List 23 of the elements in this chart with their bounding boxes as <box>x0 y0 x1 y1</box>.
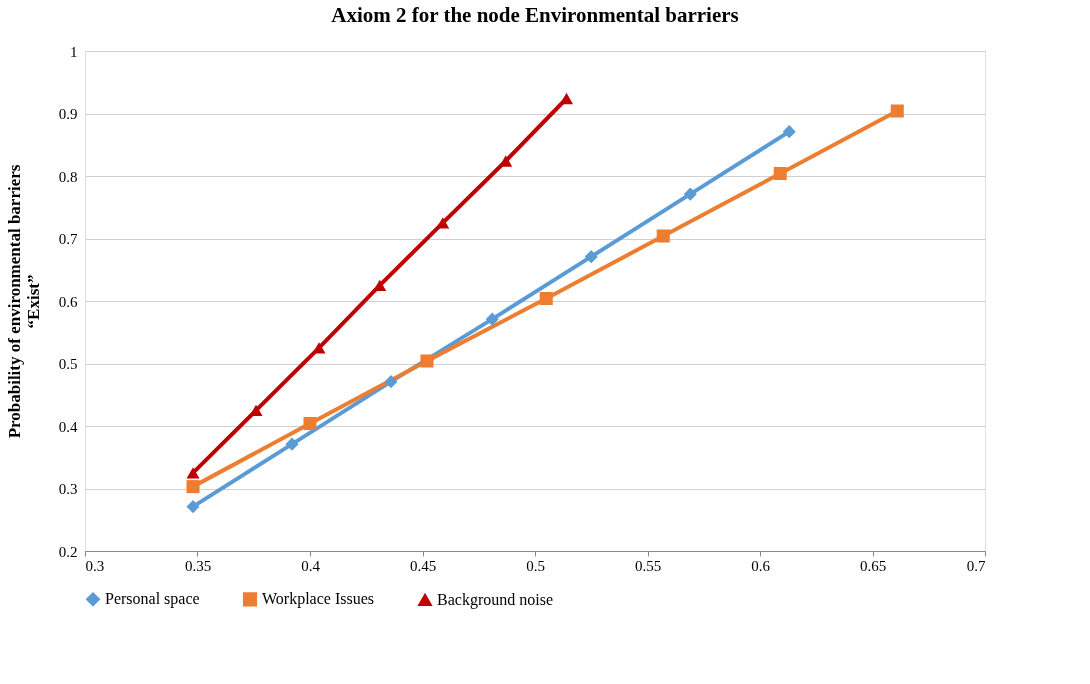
y-axis-title: Probability of environmental barriers “Exist” <box>4 164 43 439</box>
x-tick-label: 0.65 <box>859 557 887 574</box>
x-tick-label: 0.6 <box>751 557 771 574</box>
x-tick-label: 0.4 <box>301 557 321 574</box>
y-tick-label: 0.4 <box>58 418 78 435</box>
legend-label: Background noise <box>437 590 553 609</box>
y-tick-label: 1 <box>70 43 78 60</box>
y-tick-label: 0.7 <box>58 231 78 247</box>
x-tick-label: 0.35 <box>184 557 212 574</box>
x-tick-label: 0.45 <box>409 557 437 574</box>
y-tick-label: 0.2 <box>58 543 78 560</box>
y-tick-label: 0.6 <box>58 293 78 310</box>
x-tick-label: 0.7 <box>966 557 986 574</box>
y-tick-label: 0.5 <box>58 356 78 372</box>
y-tick-label: 0.3 <box>58 481 78 497</box>
chart-title: Axiom 2 for the node Environmental barriers <box>331 3 739 27</box>
y-tick-label: 0.8 <box>58 168 78 185</box>
x-tick-label: 0.5 <box>526 557 545 574</box>
legend-label: Personal space <box>105 590 200 609</box>
y-tick-label: 0.9 <box>58 106 78 122</box>
legend-label: Workplace Issues <box>262 590 375 609</box>
x-tick-label: 0.55 <box>634 557 662 574</box>
x-tick-label: 0.3 <box>85 557 105 574</box>
